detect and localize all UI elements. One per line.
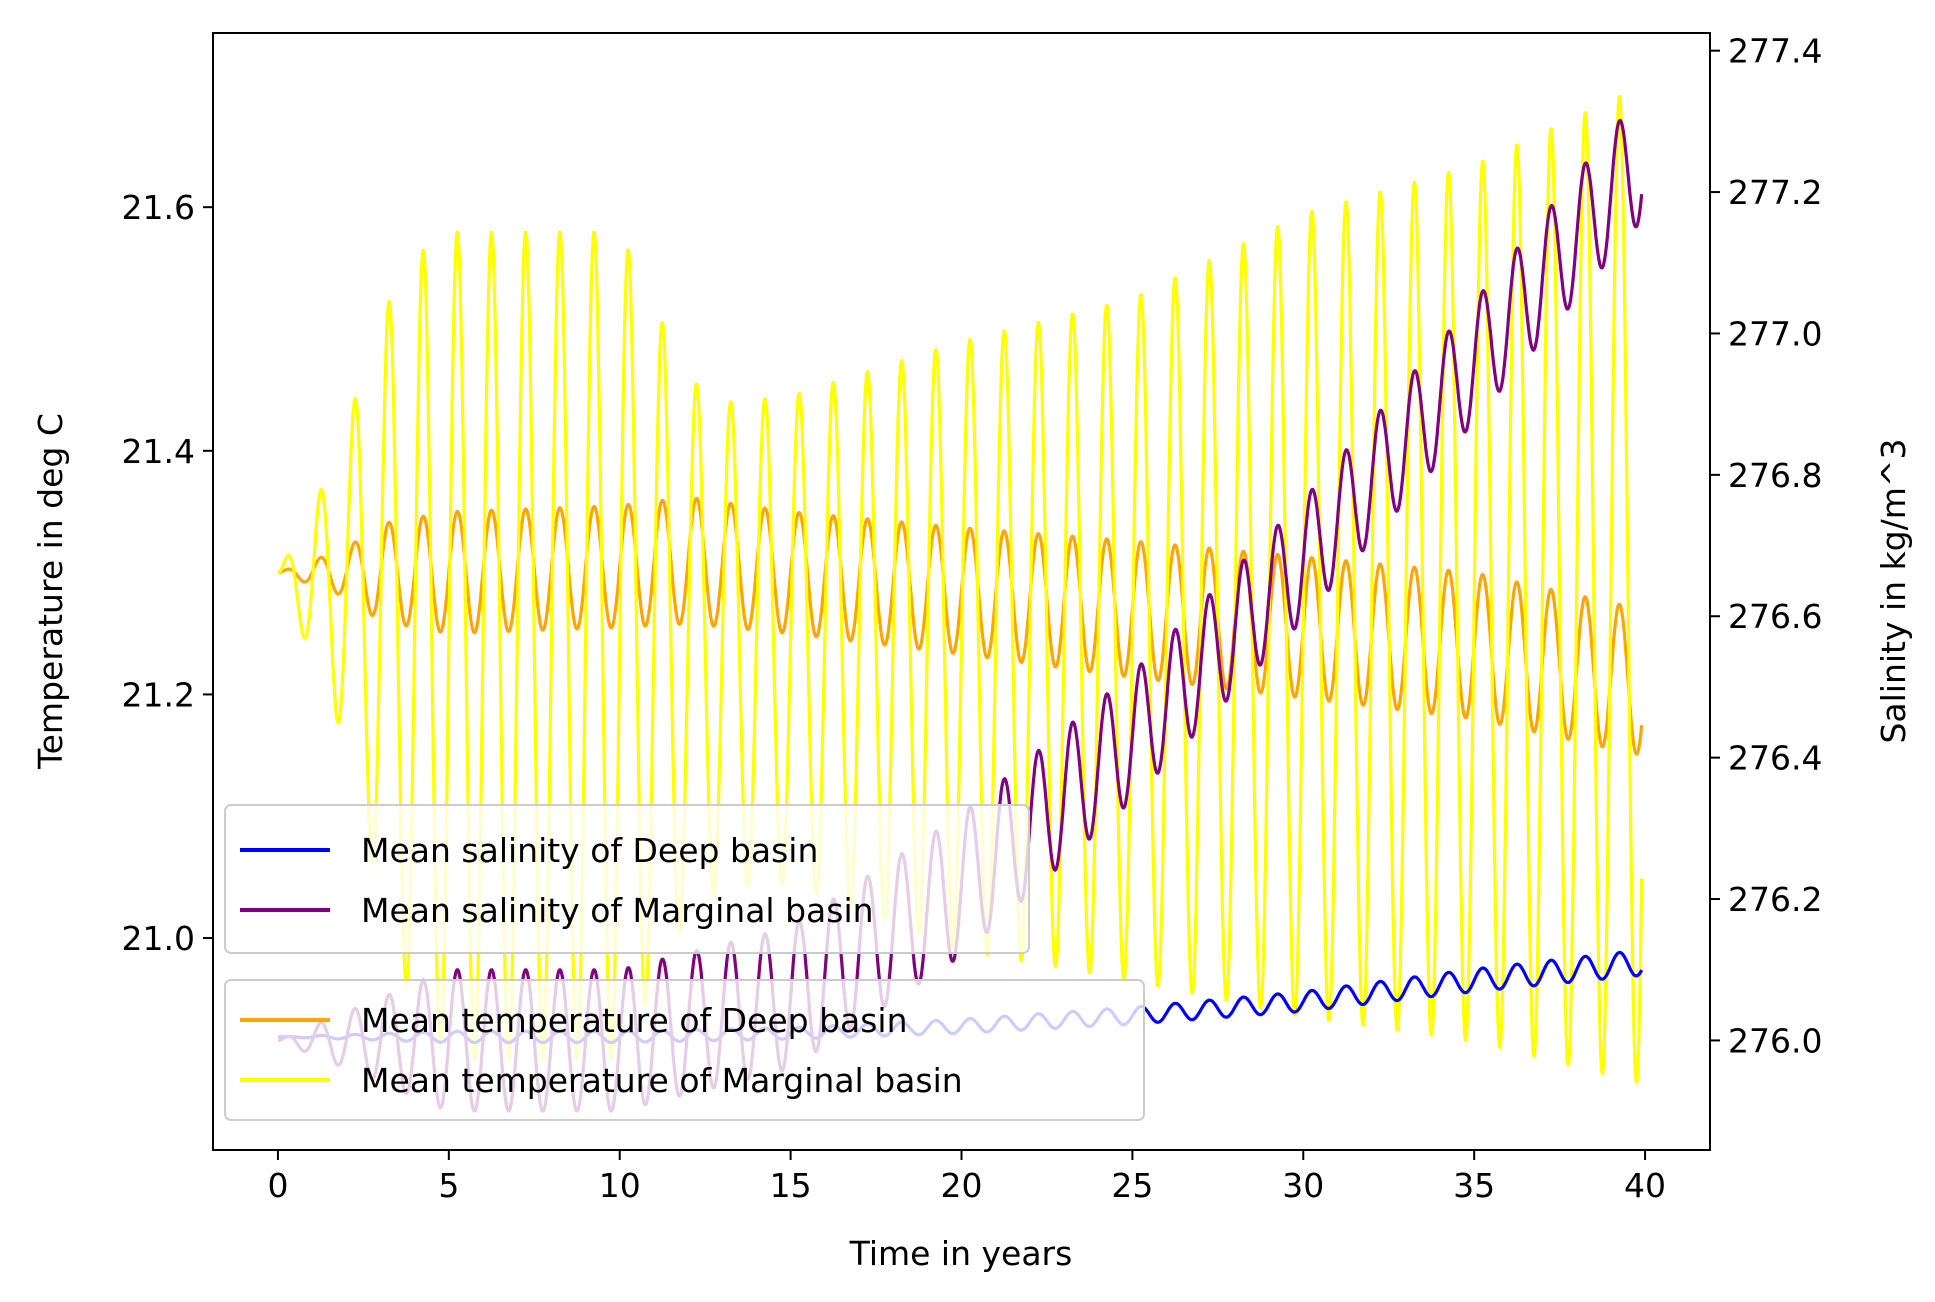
legend-temperature-label: Mean temperature of Marginal basin xyxy=(361,1061,963,1100)
left-y-tick-label: 21.2 xyxy=(122,675,195,714)
legend-salinity: Mean salinity of Deep basin Mean salinit… xyxy=(224,804,1030,954)
right-y-tick-label: 276.4 xyxy=(1728,739,1822,778)
right-y-tick-label: 277.2 xyxy=(1728,173,1822,212)
right-y-tick-label: 277.0 xyxy=(1728,314,1822,353)
left-y-tick-label: 21.6 xyxy=(122,188,195,227)
x-tick-label: 35 xyxy=(1453,1166,1495,1205)
x-tick-label: 0 xyxy=(267,1166,288,1205)
legend-temperature-label: Mean temperature of Deep basin xyxy=(361,1001,908,1040)
left-y-axis-label: Temperature in deg C xyxy=(31,413,70,770)
legend-salinity-box xyxy=(224,804,1030,954)
left-y-axis: 21.0 21.2 21.4 21.6 xyxy=(122,188,213,958)
x-tick-label: 5 xyxy=(438,1166,459,1205)
right-y-axis: 276.0 276.2 276.4 276.6 276.8 277.0 277.2 277.4 xyxy=(1710,32,1822,1060)
x-tick-label: 10 xyxy=(599,1166,641,1205)
x-tick-label: 20 xyxy=(941,1166,983,1205)
right-y-tick-label: 276.6 xyxy=(1728,597,1822,636)
x-axis: 0 5 10 15 20 25 30 35 40 xyxy=(267,1150,1666,1205)
legend-temperature-box xyxy=(224,979,1145,1121)
right-y-tick-label: 276.8 xyxy=(1728,456,1822,495)
x-tick-label: 25 xyxy=(1111,1166,1153,1205)
left-y-tick-label: 21.4 xyxy=(122,432,195,471)
x-tick-label: 40 xyxy=(1624,1166,1666,1205)
legend-salinity-label: Mean salinity of Marginal basin xyxy=(361,891,874,930)
right-y-tick-label: 276.0 xyxy=(1728,1021,1822,1060)
right-y-axis-label: Salinity in kg/m^3 xyxy=(1874,438,1913,743)
left-y-tick-label: 21.0 xyxy=(122,919,195,958)
x-axis-label: Time in years xyxy=(849,1234,1073,1273)
right-y-tick-label: 276.2 xyxy=(1728,880,1822,919)
legend-temperature: Mean temperature of Deep basin Mean temp… xyxy=(224,979,1145,1121)
legend-salinity-label: Mean salinity of Deep basin xyxy=(361,831,818,870)
series-deep-temperature xyxy=(277,496,1644,756)
x-tick-label: 30 xyxy=(1282,1166,1324,1205)
x-tick-label: 15 xyxy=(770,1166,812,1205)
right-y-tick-label: 277.4 xyxy=(1728,32,1822,71)
